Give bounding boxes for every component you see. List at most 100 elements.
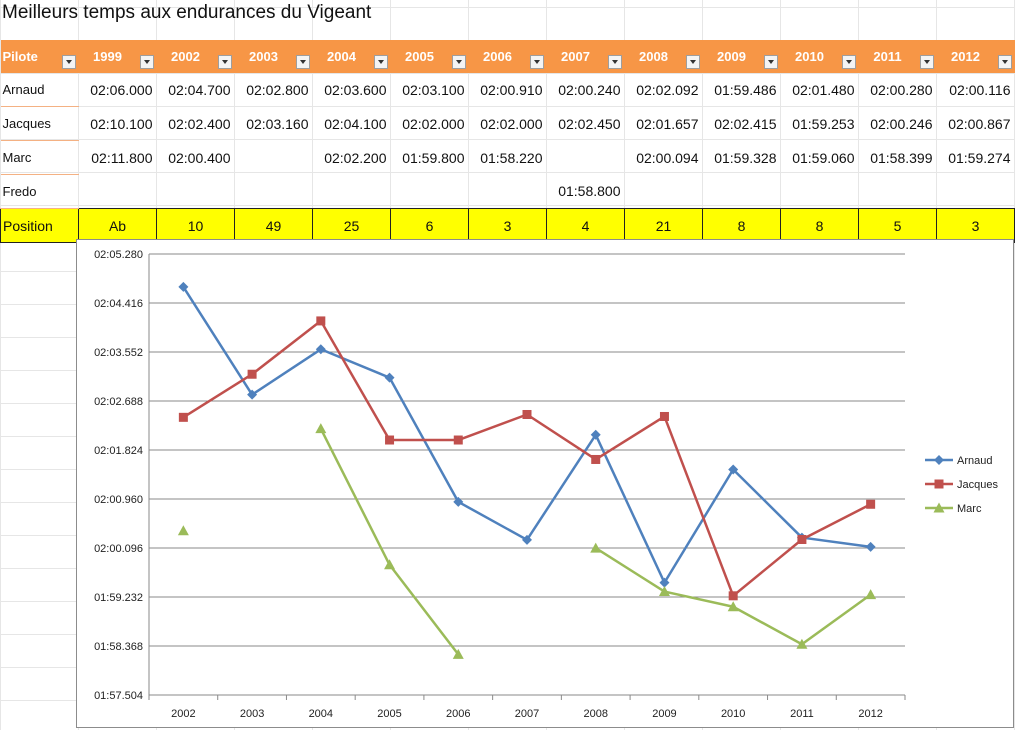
lap-time-cell[interactable]: 02:06.000 [90,81,153,98]
lap-time-cell[interactable] [391,175,469,209]
lap-time-cell[interactable] [235,175,313,209]
position-cell[interactable]: 6 [390,208,469,243]
lap-time-cell[interactable] [79,175,157,209]
lap-time-cell[interactable]: 02:10.100 [90,115,153,132]
lap-time-cell[interactable]: 02:03.160 [246,115,309,132]
data-point-arnaud [453,496,464,507]
lap-time-cell[interactable]: 02:00.094 [636,149,699,166]
y-tick-label: 01:57.504 [94,690,143,702]
position-cell[interactable]: 8 [702,208,781,243]
x-tick-label: 2003 [240,708,264,720]
lap-time-cell[interactable]: 02:00.116 [949,81,1011,98]
data-point-jacques [178,412,188,422]
pilot-name-cell[interactable]: Jacques [0,106,79,141]
lap-time-cell[interactable]: 02:00.400 [168,149,231,166]
lap-time-cell[interactable] [859,175,937,209]
lap-time-cell[interactable]: 01:59.328 [714,149,777,166]
header-label: 2007 [561,49,590,64]
lap-time-cell[interactable]: 01:58.800 [558,183,621,200]
data-point-marc [658,586,670,597]
lap-time-cell[interactable]: 02:02.200 [324,149,387,166]
lap-time-cell[interactable]: 01:59.253 [792,115,855,132]
position-cell[interactable]: 3 [936,208,1015,243]
lap-time-cell[interactable] [157,175,235,209]
series-line-jacques [182,319,872,598]
filter-dropdown-icon[interactable] [919,55,934,69]
lap-time-cell[interactable]: 01:59.274 [948,149,1011,166]
header-label: 2010 [795,49,824,64]
lap-time-cell[interactable]: 02:02.800 [246,81,309,98]
lap-time-cell[interactable]: 02:00.910 [480,81,543,98]
filter-dropdown-icon[interactable] [607,55,622,69]
table-header-row: Pilote 1999 2002 2003 2004 2005 2006 2007 2008 20… [0,40,1015,73]
filter-dropdown-icon[interactable] [373,55,388,69]
lap-time-cell[interactable]: 02:01.480 [792,81,855,98]
lap-time-cell[interactable]: 02:03.100 [402,81,465,98]
table-row-position: Position Ab 10 49 25 6 3 4 21 8 8 5 3 [0,208,1015,243]
y-tick-label: 02:03.552 [94,347,143,359]
lap-time-cell[interactable]: 02:00.280 [870,81,933,98]
lap-time-chart[interactable]: 02:05.280 02:04.416 02:03.552 02:02.688 02:0… [76,239,1014,728]
position-cell[interactable]: 25 [312,208,391,243]
lap-time-cell[interactable] [937,175,1015,209]
header-label: 2011 [873,49,902,64]
lap-time-cell[interactable]: 01:58.399 [870,149,933,166]
position-cell[interactable]: 21 [624,208,703,243]
position-cell[interactable]: Ab [78,208,157,243]
lap-time-cell[interactable]: 02:04.100 [324,115,387,132]
position-cell[interactable]: 10 [156,208,235,243]
lap-time-cell[interactable]: 02:02.092 [636,81,699,98]
lap-time-cell[interactable]: 01:59.800 [402,149,465,166]
lap-time-cell[interactable]: 02:02.415 [714,115,777,132]
header-label: 2005 [405,49,434,64]
lap-time-cell[interactable]: 01:59.060 [792,149,855,166]
lap-time-cell[interactable]: 02:02.450 [558,115,621,132]
header-year-2007: 2007 [546,40,625,73]
table-row-arnaud: Arnaud 02:06.000 02:04.700 02:02.800 02:03.6… [0,73,1015,107]
lap-time-cell[interactable]: 01:59.486 [714,81,777,98]
filter-dropdown-icon[interactable] [295,55,310,69]
lap-time-cell[interactable] [703,175,781,209]
y-tick-label: 02:01.824 [94,445,143,457]
position-cell[interactable]: 49 [234,208,313,243]
lap-time-cell[interactable] [235,141,313,175]
lap-time-cell[interactable]: 01:58.220 [480,149,543,166]
lap-time-cell[interactable] [547,141,625,175]
filter-dropdown-icon[interactable] [217,55,232,69]
x-tick-label: 2004 [309,708,333,720]
filter-dropdown-icon[interactable] [841,55,856,69]
lap-time-cell[interactable]: 02:00.867 [948,115,1011,132]
pilot-name-cell[interactable]: Marc [0,140,79,175]
lap-time-cell[interactable]: 02:02.400 [168,115,231,132]
lap-time-cell[interactable]: 02:00.246 [870,115,933,132]
lap-time-cell[interactable]: 02:02.000 [402,115,465,132]
position-cell[interactable]: 3 [468,208,547,243]
lap-time-cell[interactable]: 02:01.657 [636,115,699,132]
lap-time-cell[interactable]: 02:04.700 [168,81,231,98]
pilot-name-cell[interactable]: Fredo [0,174,79,209]
position-cell[interactable]: 4 [546,208,625,243]
lap-time-cell[interactable] [781,175,859,209]
filter-dropdown-icon[interactable] [139,55,154,69]
position-cell[interactable]: 5 [858,208,937,243]
filter-dropdown-icon[interactable] [529,55,544,69]
filter-dropdown-icon[interactable] [685,55,700,69]
filter-dropdown-icon[interactable] [61,55,76,69]
lap-time-cell[interactable] [313,175,391,209]
lap-time-cell[interactable]: 02:03.600 [324,81,387,98]
position-label-cell[interactable]: Position [0,208,79,243]
lap-time-cell[interactable] [469,175,547,209]
data-point-arnaud [865,541,876,552]
lap-time-cell[interactable]: 02:02.000 [480,115,543,132]
table-row-jacques: Jacques 02:10.100 02:02.400 02:03.160 02:04.… [0,106,1015,141]
lap-time-cell[interactable]: 02:00.240 [558,81,621,98]
data-point-marc [590,542,602,553]
pilot-name-cell[interactable]: Arnaud [0,73,79,107]
lap-time-cell[interactable]: 02:11.800 [91,149,153,166]
filter-dropdown-icon[interactable] [763,55,778,69]
lap-time-cell[interactable] [625,175,703,209]
filter-dropdown-icon[interactable] [997,55,1012,69]
filter-dropdown-icon[interactable] [451,55,466,69]
position-cell[interactable]: 8 [780,208,859,243]
